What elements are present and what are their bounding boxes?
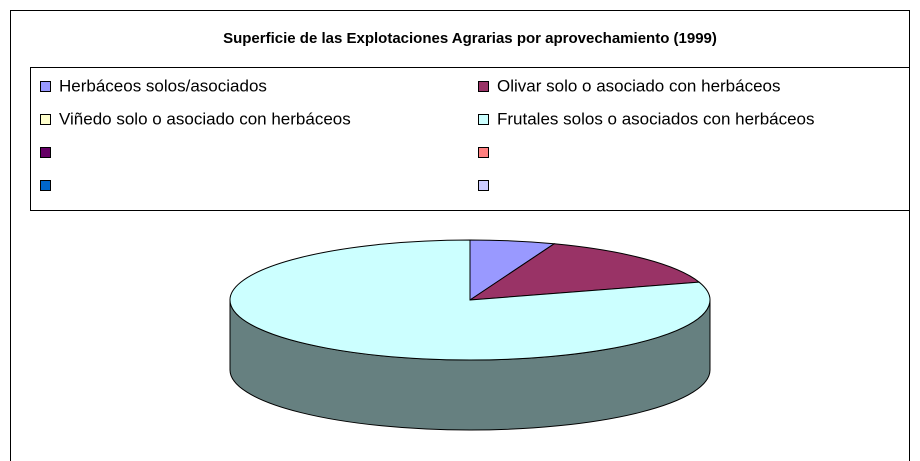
legend-box xyxy=(30,67,910,211)
legend-swatch xyxy=(478,81,489,92)
legend-swatch xyxy=(478,180,489,191)
legend-swatch xyxy=(40,114,51,125)
pie-slice xyxy=(229,239,711,361)
pie-slice xyxy=(468,243,701,301)
legend-swatch xyxy=(478,114,489,125)
legend-swatch xyxy=(478,147,489,158)
legend-label: Frutales solos o asociados con herbáceos xyxy=(497,109,815,128)
legend-label: Herbáceos solos/asociados xyxy=(59,76,267,95)
legend-swatch xyxy=(40,81,51,92)
legend-swatch xyxy=(40,180,51,191)
chart-title: Superficie de las Explotaciones Agrarias… xyxy=(223,30,717,47)
legend-label: Olivar solo o asociado con herbáceos xyxy=(497,76,781,95)
legend-label: Viñedo solo o asociado con herbáceos xyxy=(59,109,351,128)
legend-swatch xyxy=(40,147,51,158)
